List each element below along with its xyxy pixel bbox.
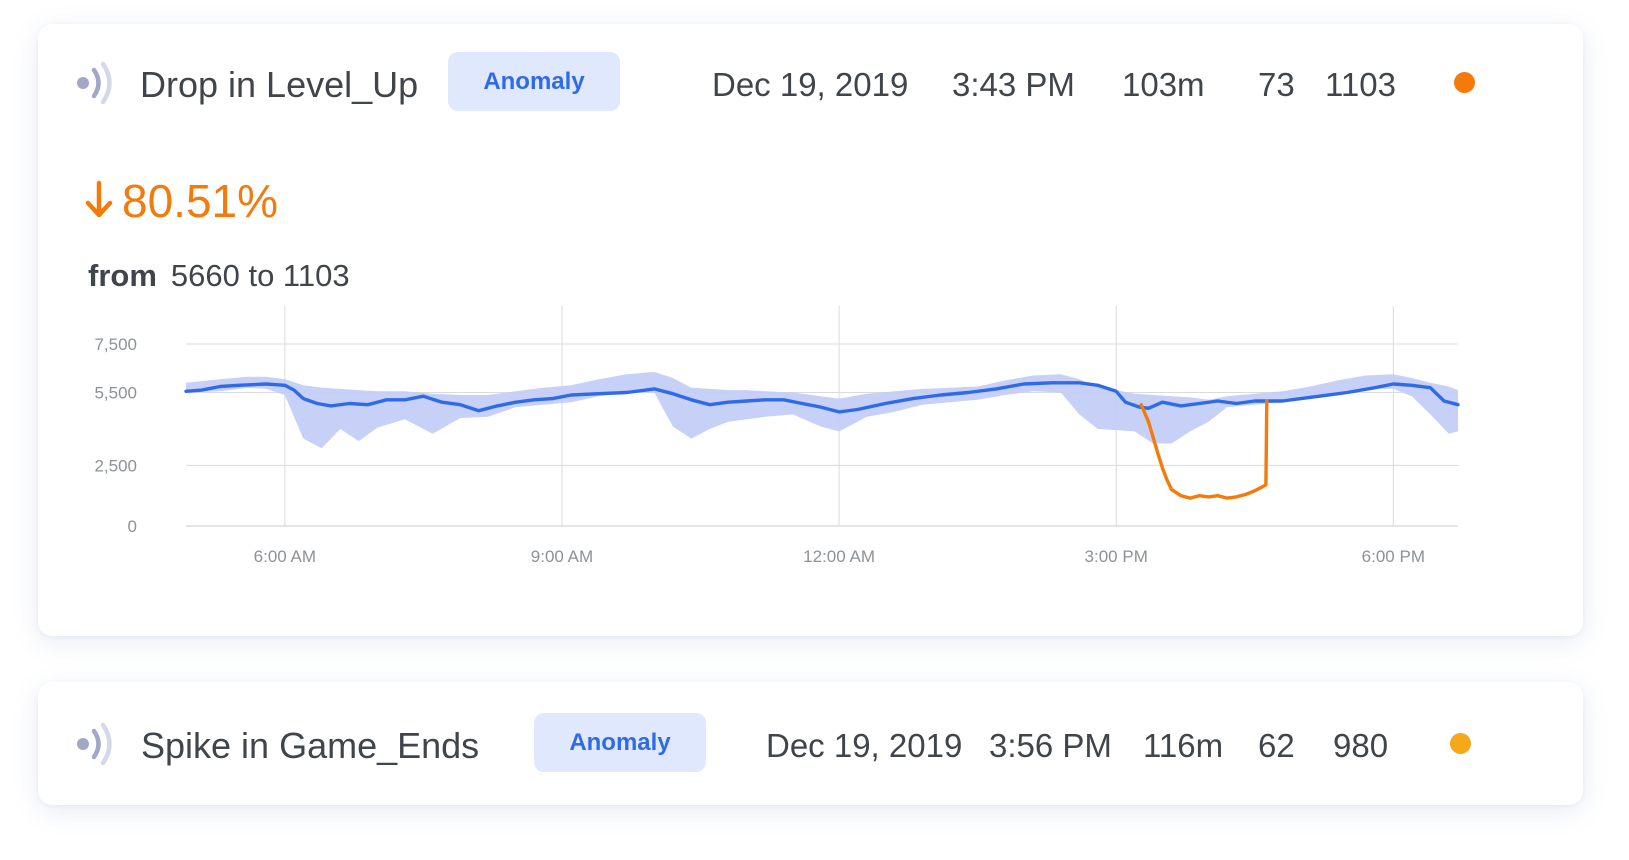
anomaly-score: 73 [1258, 66, 1295, 103]
change-percent: 80.51% [84, 174, 278, 228]
arrow-down-icon [85, 180, 113, 218]
change-from-label: from [88, 258, 157, 293]
change-range-value: 5660 to 1103 [170, 258, 350, 293]
change-range: from 5660 to 1103 [88, 258, 350, 294]
anomaly-date: Dec 19, 2019 [766, 727, 963, 764]
anomaly-header-row: Drop in Level_Up Anomaly Dec 19, 2019 3:… [38, 52, 1583, 112]
x-tick-label: 6:00 PM [1362, 547, 1425, 566]
anomaly-date: Dec 19, 2019 [712, 66, 909, 103]
change-percent-value: 80.51% [122, 175, 279, 227]
anomaly-type-badge: Anomaly [534, 713, 706, 772]
anomaly-time: 3:56 PM [989, 727, 1112, 764]
x-tick-label: 9:00 AM [531, 547, 593, 566]
anomaly-duration: 116m [1143, 727, 1224, 764]
expected-range-band [186, 371, 1458, 449]
y-tick-label: 0 [128, 517, 137, 536]
y-tick-label: 5,500 [94, 384, 137, 403]
x-tick-label: 6:00 AM [254, 547, 316, 566]
x-tick-label: 12:00 AM [803, 547, 875, 566]
status-dot [1450, 733, 1471, 754]
x-tick-label: 3:00 PM [1085, 547, 1148, 566]
anomaly-line-chart: 0 2,500 5,500 7,500 6:00 AM 9:00 AM 12:00 AM 3:… [94, 306, 1460, 566]
anomaly-value: 1103 [1325, 66, 1396, 103]
anomaly-header-row: Spike in Game_Ends Anomaly Dec 19, 2019 … [38, 713, 1583, 773]
signal-feed-icon [72, 60, 118, 106]
anomaly-card-level-up[interactable]: Drop in Level_Up Anomaly Dec 19, 2019 3:… [38, 24, 1583, 636]
status-dot [1454, 72, 1475, 93]
y-tick-label: 2,500 [94, 456, 137, 475]
anomaly-type-badge: Anomaly [448, 52, 620, 111]
anomaly-value: 980 [1333, 727, 1389, 764]
anomaly-series-line [1139, 399, 1269, 500]
y-tick-label: 7,500 [94, 335, 137, 354]
anomaly-title[interactable]: Spike in Game_Ends [141, 725, 480, 766]
anomaly-duration: 103m [1122, 66, 1205, 103]
anomaly-card-game-ends[interactable]: Spike in Game_Ends Anomaly Dec 19, 2019 … [38, 682, 1583, 805]
signal-feed-icon [72, 721, 118, 767]
anomaly-title[interactable]: Drop in Level_Up [140, 64, 419, 105]
anomaly-time: 3:43 PM [952, 66, 1075, 103]
anomaly-score: 62 [1258, 727, 1295, 764]
actual-series-line [184, 381, 1460, 414]
